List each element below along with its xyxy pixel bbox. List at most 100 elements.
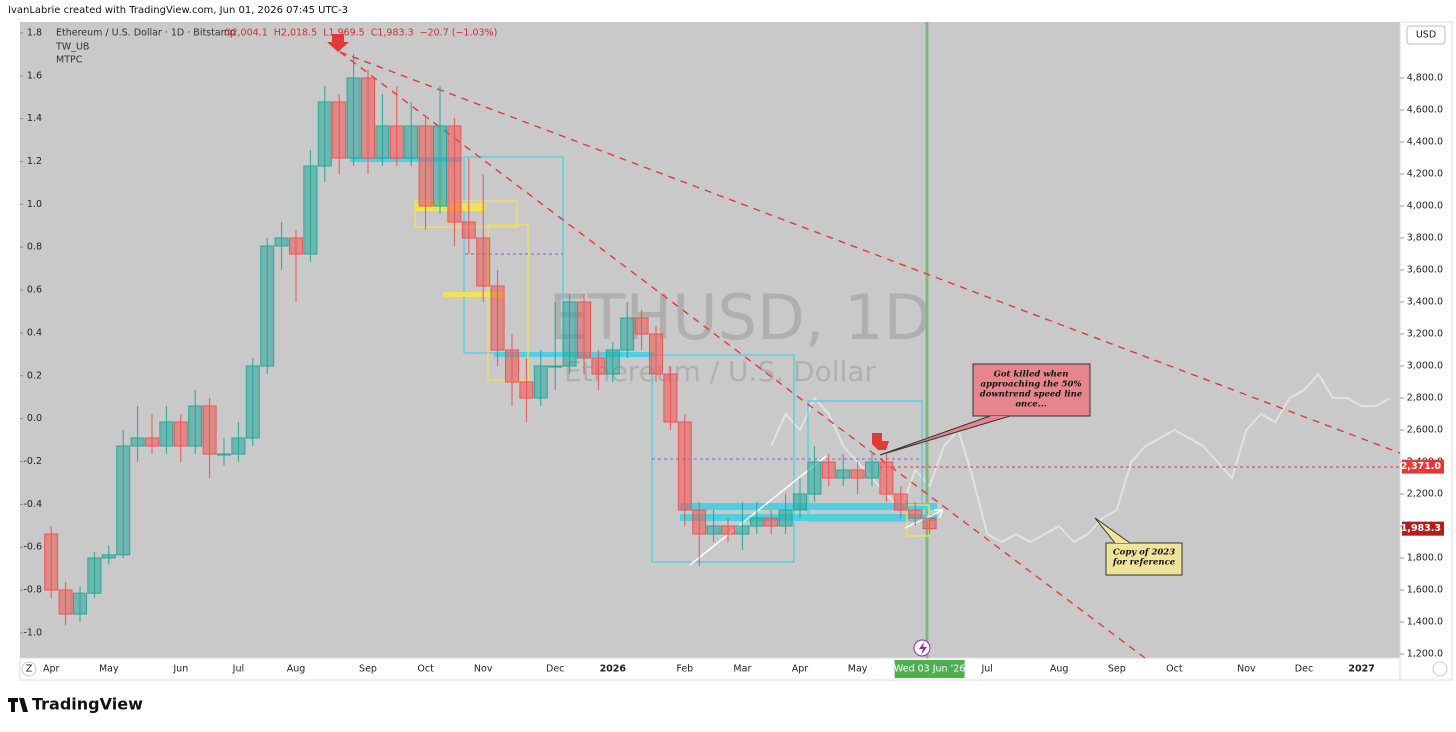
zoom-button[interactable] (21, 661, 37, 677)
candle (332, 101, 347, 159)
candle (764, 517, 779, 527)
candle (303, 165, 318, 255)
candle (245, 365, 260, 439)
x-tick-label: Aug (287, 664, 306, 675)
y-tick-label: 4,200.0 (1407, 169, 1443, 180)
x-tick-label: Oct (1166, 664, 1183, 675)
trend-line (339, 51, 1401, 454)
candle (73, 592, 87, 615)
candle (649, 333, 663, 375)
candle (735, 525, 750, 535)
band (680, 514, 937, 521)
y2-tick-label: 0.2 (27, 370, 42, 381)
y-tick-label: 4,000.0 (1407, 201, 1443, 212)
candle (634, 317, 649, 335)
candle (260, 245, 275, 367)
candle (893, 493, 908, 511)
candle (101, 554, 116, 559)
candle (605, 349, 620, 375)
candle (865, 461, 879, 479)
x-tick-label: Aug (1050, 664, 1069, 675)
logo (8, 698, 28, 712)
candle (217, 453, 231, 456)
candle (663, 373, 678, 423)
x-tick-label: Oct (417, 664, 434, 675)
candle (562, 301, 577, 367)
candle (87, 557, 102, 594)
candle (519, 381, 534, 399)
price-axis-bg (1399, 21, 1453, 681)
candle (361, 77, 375, 159)
candle (188, 405, 203, 447)
indicator: TW_UB (55, 42, 89, 53)
candle (677, 421, 692, 511)
x-tick-label: 2027 (1348, 664, 1374, 675)
x-tick-label: Sep (1108, 664, 1126, 675)
watermark: ETHUSD, 1D Ethereum / U.S. Dollar (549, 281, 932, 388)
auto-button[interactable] (1432, 661, 1448, 677)
y2-tick-label: 0.4 (27, 327, 42, 338)
y2-tick-label: 1.8 (27, 27, 42, 38)
x-tick-label: Feb (676, 664, 693, 675)
candle (721, 525, 735, 535)
x-tick-label: Wed 03 Jun '26 (894, 664, 965, 675)
annotation: Copy of 2023 (1113, 548, 1175, 558)
y-tick-label: 3,600.0 (1407, 265, 1443, 276)
band (680, 503, 937, 510)
annotation: downtrend speed line (980, 390, 1083, 400)
x-tick-label: Jul (232, 664, 244, 675)
candle (231, 437, 246, 455)
y-tick-label: 1,800.0 (1407, 553, 1443, 564)
x-tick-label: Mar (733, 664, 751, 675)
y2-tick-label: 0.0 (27, 413, 42, 424)
candle (116, 445, 131, 556)
annotation: Got killed when (994, 370, 1069, 380)
currency-button[interactable] (1406, 25, 1446, 45)
event-bolt (919, 642, 927, 655)
candle (159, 421, 174, 447)
candle (577, 301, 591, 359)
candle (836, 469, 851, 479)
watermark-symbol: ETHUSD, 1D (549, 281, 932, 354)
x-tick-label: Jun (172, 664, 188, 675)
band (443, 292, 505, 297)
candle (821, 461, 836, 479)
candle (692, 509, 707, 535)
price-tag (1402, 459, 1444, 474)
candle (447, 125, 462, 223)
candle (404, 125, 419, 159)
candle (879, 461, 894, 495)
note-pointer (879, 415, 1011, 456)
candle (289, 237, 303, 255)
x-tick-label: Dec (1295, 664, 1313, 675)
candle (749, 517, 764, 527)
x-tick-label: Apr (43, 664, 60, 675)
candle (706, 525, 721, 535)
zoom-label: Z (26, 664, 33, 675)
candle (202, 405, 217, 455)
x-tick-label: May (99, 664, 119, 675)
candle (433, 125, 447, 207)
annotation: approaching the 50% (980, 380, 1081, 390)
y2-tick-label: -1.0 (23, 627, 42, 638)
candle (850, 469, 865, 479)
candle (461, 221, 476, 239)
time-axis-bg (19, 657, 1401, 681)
y-tick-label: 4,600.0 (1407, 105, 1443, 116)
candle (793, 493, 807, 511)
note-box (1105, 542, 1183, 576)
currency-label: USD (1416, 30, 1436, 41)
y-tick-label: 3,800.0 (1407, 233, 1443, 244)
candle (274, 237, 289, 247)
y-tick-label: 2,200.0 (1407, 489, 1443, 500)
y-tick-label: 1,600.0 (1407, 585, 1443, 596)
indicator: MTPC (56, 55, 83, 66)
ohlc-value: H2,018.5 (274, 28, 317, 39)
band (350, 157, 462, 162)
y-tick-label: 4,800.0 (1407, 73, 1443, 84)
ohlc-value: O2,004.1 (224, 28, 268, 39)
note-pointer (1094, 517, 1131, 544)
y2-tick-label: -0.6 (23, 542, 42, 553)
drawings (327, 22, 1401, 659)
candle (44, 533, 59, 591)
